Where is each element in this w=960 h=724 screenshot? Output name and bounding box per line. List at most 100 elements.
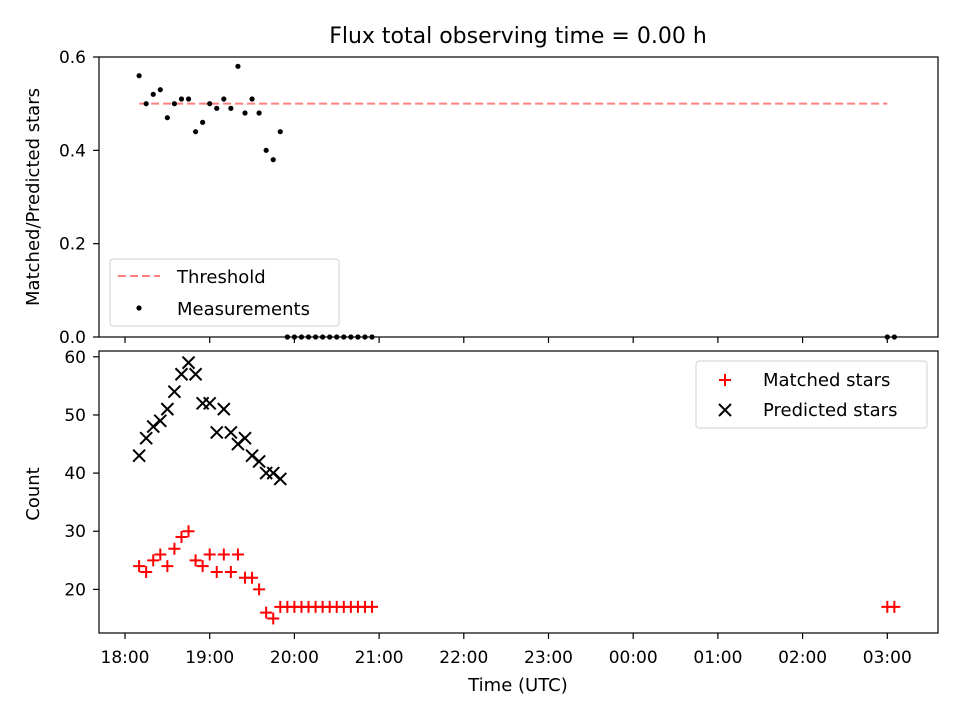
predicted-legend-swatch xyxy=(718,403,732,417)
matched-stars-point xyxy=(888,600,901,613)
measurement-point xyxy=(221,96,227,102)
bottom-legend-box xyxy=(695,360,928,429)
bottom-x-axis: 18:00 19:00 20:00 21:00 22:00 23:00 00:00 01:00… xyxy=(101,633,912,668)
predicted-stars-point xyxy=(160,402,175,416)
measurement-point xyxy=(355,334,361,340)
bottom-axes: 20 30 40 50 60 18:00 19:00 20:00 21:00 22:00 23:0… xyxy=(23,348,939,696)
measurement-point xyxy=(242,110,248,116)
bottom-data-layer xyxy=(132,355,901,625)
matched-stars-point xyxy=(147,554,160,567)
matched-legend-label: Matched stars xyxy=(763,370,890,391)
measurement-point xyxy=(157,87,163,93)
threshold-legend-label: Threshold xyxy=(176,267,266,288)
bottom-y-tick-label: 50 xyxy=(64,406,86,426)
matched-stars-point xyxy=(246,571,259,584)
bottom-y-axis-label: Count xyxy=(23,467,44,520)
predicted-stars-point xyxy=(132,448,146,463)
x-tick-label: 20:00 xyxy=(270,648,319,668)
predicted-stars-point xyxy=(181,355,196,370)
top-y-tick-label: 0.6 xyxy=(59,48,86,68)
measurement-point xyxy=(150,91,156,97)
matched-stars-point xyxy=(260,606,273,619)
x-tick-label: 00:00 xyxy=(609,648,658,668)
top-y-axis: 0.0 0.2 0.4 0.6 xyxy=(59,48,99,348)
predicted-stars-point xyxy=(252,454,266,469)
chart-title: Flux total observing time = 0.00 h xyxy=(329,24,707,49)
measurement-point xyxy=(228,105,234,111)
matched-stars-point xyxy=(168,542,181,555)
x-axis-label: Time (UTC) xyxy=(467,675,568,696)
top-y-tick-label: 0.2 xyxy=(59,235,86,255)
measurement-point xyxy=(214,105,220,111)
x-tick-label: 19:00 xyxy=(185,648,234,668)
predicted-stars-point xyxy=(224,425,238,440)
predicted-stars-point xyxy=(238,431,252,445)
measurement-point xyxy=(143,101,149,107)
matched-legend-swatch xyxy=(719,374,731,386)
top-legend: Threshold Measurements xyxy=(109,258,340,327)
matched-stars-point xyxy=(231,548,244,561)
top-y-axis-label: Matched/Predicted stars xyxy=(23,88,44,306)
predicted-stars-point xyxy=(217,402,231,416)
measurement-point xyxy=(298,334,305,340)
measurement-point xyxy=(341,334,347,340)
matched-stars-point xyxy=(196,560,209,573)
matched-stars-point xyxy=(154,548,167,561)
matched-stars-point xyxy=(133,560,146,573)
measurements-legend-label: Measurements xyxy=(177,299,310,320)
measurement-point xyxy=(256,110,262,116)
measurement-point xyxy=(369,334,375,340)
measurement-point xyxy=(171,101,178,107)
measurement-point xyxy=(305,334,312,340)
measurement-point xyxy=(249,96,255,102)
measurement-point xyxy=(327,334,333,340)
matched-stars-point xyxy=(203,548,216,561)
predicted-stars-point xyxy=(153,414,167,428)
x-tick-label: 23:00 xyxy=(524,648,573,668)
matched-stars-point xyxy=(175,531,188,544)
measurement-point xyxy=(164,115,170,121)
x-tick-label: 02:00 xyxy=(778,648,827,668)
measurement-point xyxy=(334,334,340,340)
measurement-point xyxy=(192,129,199,135)
matched-stars-point xyxy=(267,612,280,625)
bottom-y-tick-label: 20 xyxy=(64,580,86,600)
measurement-point xyxy=(320,334,326,340)
measurement-point xyxy=(891,334,897,340)
bottom-legend: Matched stars Predicted stars xyxy=(695,360,928,429)
predicted-stars-point xyxy=(210,425,224,440)
measurement-point xyxy=(200,119,206,125)
matched-stars-point xyxy=(366,600,379,613)
bottom-y-tick-label: 60 xyxy=(64,348,86,368)
predicted-legend-label: Predicted stars xyxy=(763,400,897,421)
matched-stars-point xyxy=(210,565,223,578)
matched-stars-point xyxy=(253,583,266,596)
measurement-point xyxy=(136,73,142,79)
top-axes: 0.0 0.2 0.4 0.6 Matched/Predicted stars Thr… xyxy=(23,48,939,348)
x-tick-label: 01:00 xyxy=(693,648,742,668)
predicted-stars-point xyxy=(139,431,153,445)
x-tick-label: 18:00 xyxy=(101,648,150,668)
predicted-stars-point xyxy=(174,367,189,381)
predicted-stars-point xyxy=(188,367,203,381)
x-tick-label: 21:00 xyxy=(355,648,404,668)
measurements-legend-swatch xyxy=(136,305,142,311)
bottom-y-tick-label: 30 xyxy=(64,522,86,542)
predicted-stars-point xyxy=(273,472,287,486)
top-plot-frame xyxy=(98,56,939,338)
predicted-stars-point xyxy=(167,384,182,399)
measurement-point xyxy=(235,63,241,69)
bottom-y-tick-label: 40 xyxy=(64,464,86,484)
top-y-tick-label: 0.0 xyxy=(59,328,86,348)
matched-stars-point xyxy=(224,565,237,578)
measurement-point xyxy=(270,157,276,163)
bottom-y-axis: 20 30 40 50 60 xyxy=(64,348,99,600)
measurement-point xyxy=(362,334,368,340)
measurement-point xyxy=(277,129,283,135)
bottom-plot-frame xyxy=(98,350,939,634)
measurement-point xyxy=(284,334,290,340)
x-tick-label: 22:00 xyxy=(439,648,488,668)
measurement-point xyxy=(207,101,213,107)
measurement-point xyxy=(185,96,192,102)
